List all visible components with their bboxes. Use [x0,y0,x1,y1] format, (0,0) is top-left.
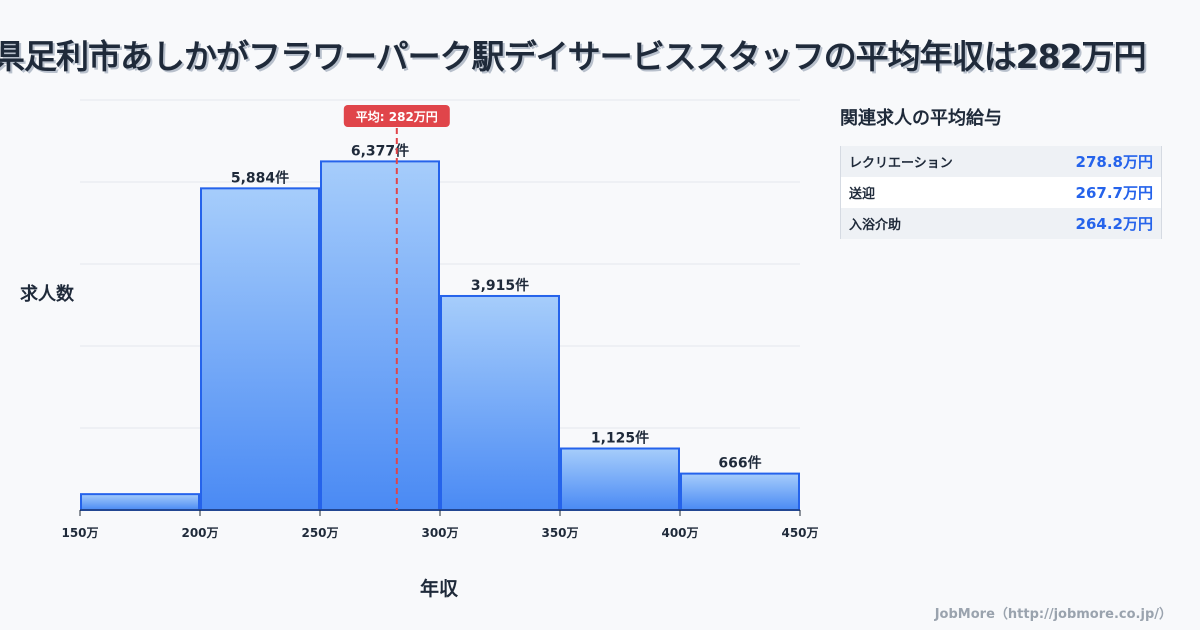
histogram-bar [200,187,320,511]
table-row: レクリエーション 278.8万円 [841,146,1161,177]
job-name: 送迎 [849,187,876,202]
credit: JobMore（http://jobmore.co.jp/） [934,607,1172,622]
x-tick-label: 400万 [661,526,698,540]
related-salary-title: 関連求人の平均給与 [840,108,1002,129]
related-salary-table: レクリエーション 278.8万円 送迎 267.7万円 入浴介助 264.2万円 [840,146,1162,239]
job-name: レクリエーション [849,156,953,171]
x-tick-label: 150万 [61,526,98,540]
bar-data-label: 5,884件 [231,169,289,186]
bar-data-label: 666件 [718,455,761,472]
x-axis-label: 年収 [420,578,459,600]
histogram-bar [560,447,680,511]
y-axis-label: 求人数 [20,284,74,305]
x-tick-label: 450万 [781,526,818,540]
job-name: 入浴介助 [849,218,902,233]
mean-label: 平均: 282万円 [356,109,438,124]
bar-data-label: 1,125件 [591,430,649,447]
histogram-bar [80,493,200,512]
histogram-bar [440,294,560,512]
table-row: 入浴介助 264.2万円 [841,208,1161,239]
x-tick-label: 200万 [181,526,218,540]
x-tick-label: 250万 [301,526,338,540]
bar-data-label: 3,915件 [471,277,529,294]
bar-data-label: 6,377件 [351,142,409,159]
mean-badge [343,105,450,127]
page-title: 県足利市あしかがフラワーパーク駅デイサービススタッフの平均年収は282万円 [0,37,1147,76]
table-row: 送迎 267.7万円 [841,177,1161,208]
job-salary: 264.2万円 [1075,215,1153,233]
histogram-bar [680,472,800,512]
job-salary: 267.7万円 [1075,184,1153,202]
x-tick-label: 300万 [421,526,458,540]
x-tick-label: 350万 [541,526,578,540]
job-salary: 278.8万円 [1075,153,1153,171]
histogram-bar [320,160,440,512]
